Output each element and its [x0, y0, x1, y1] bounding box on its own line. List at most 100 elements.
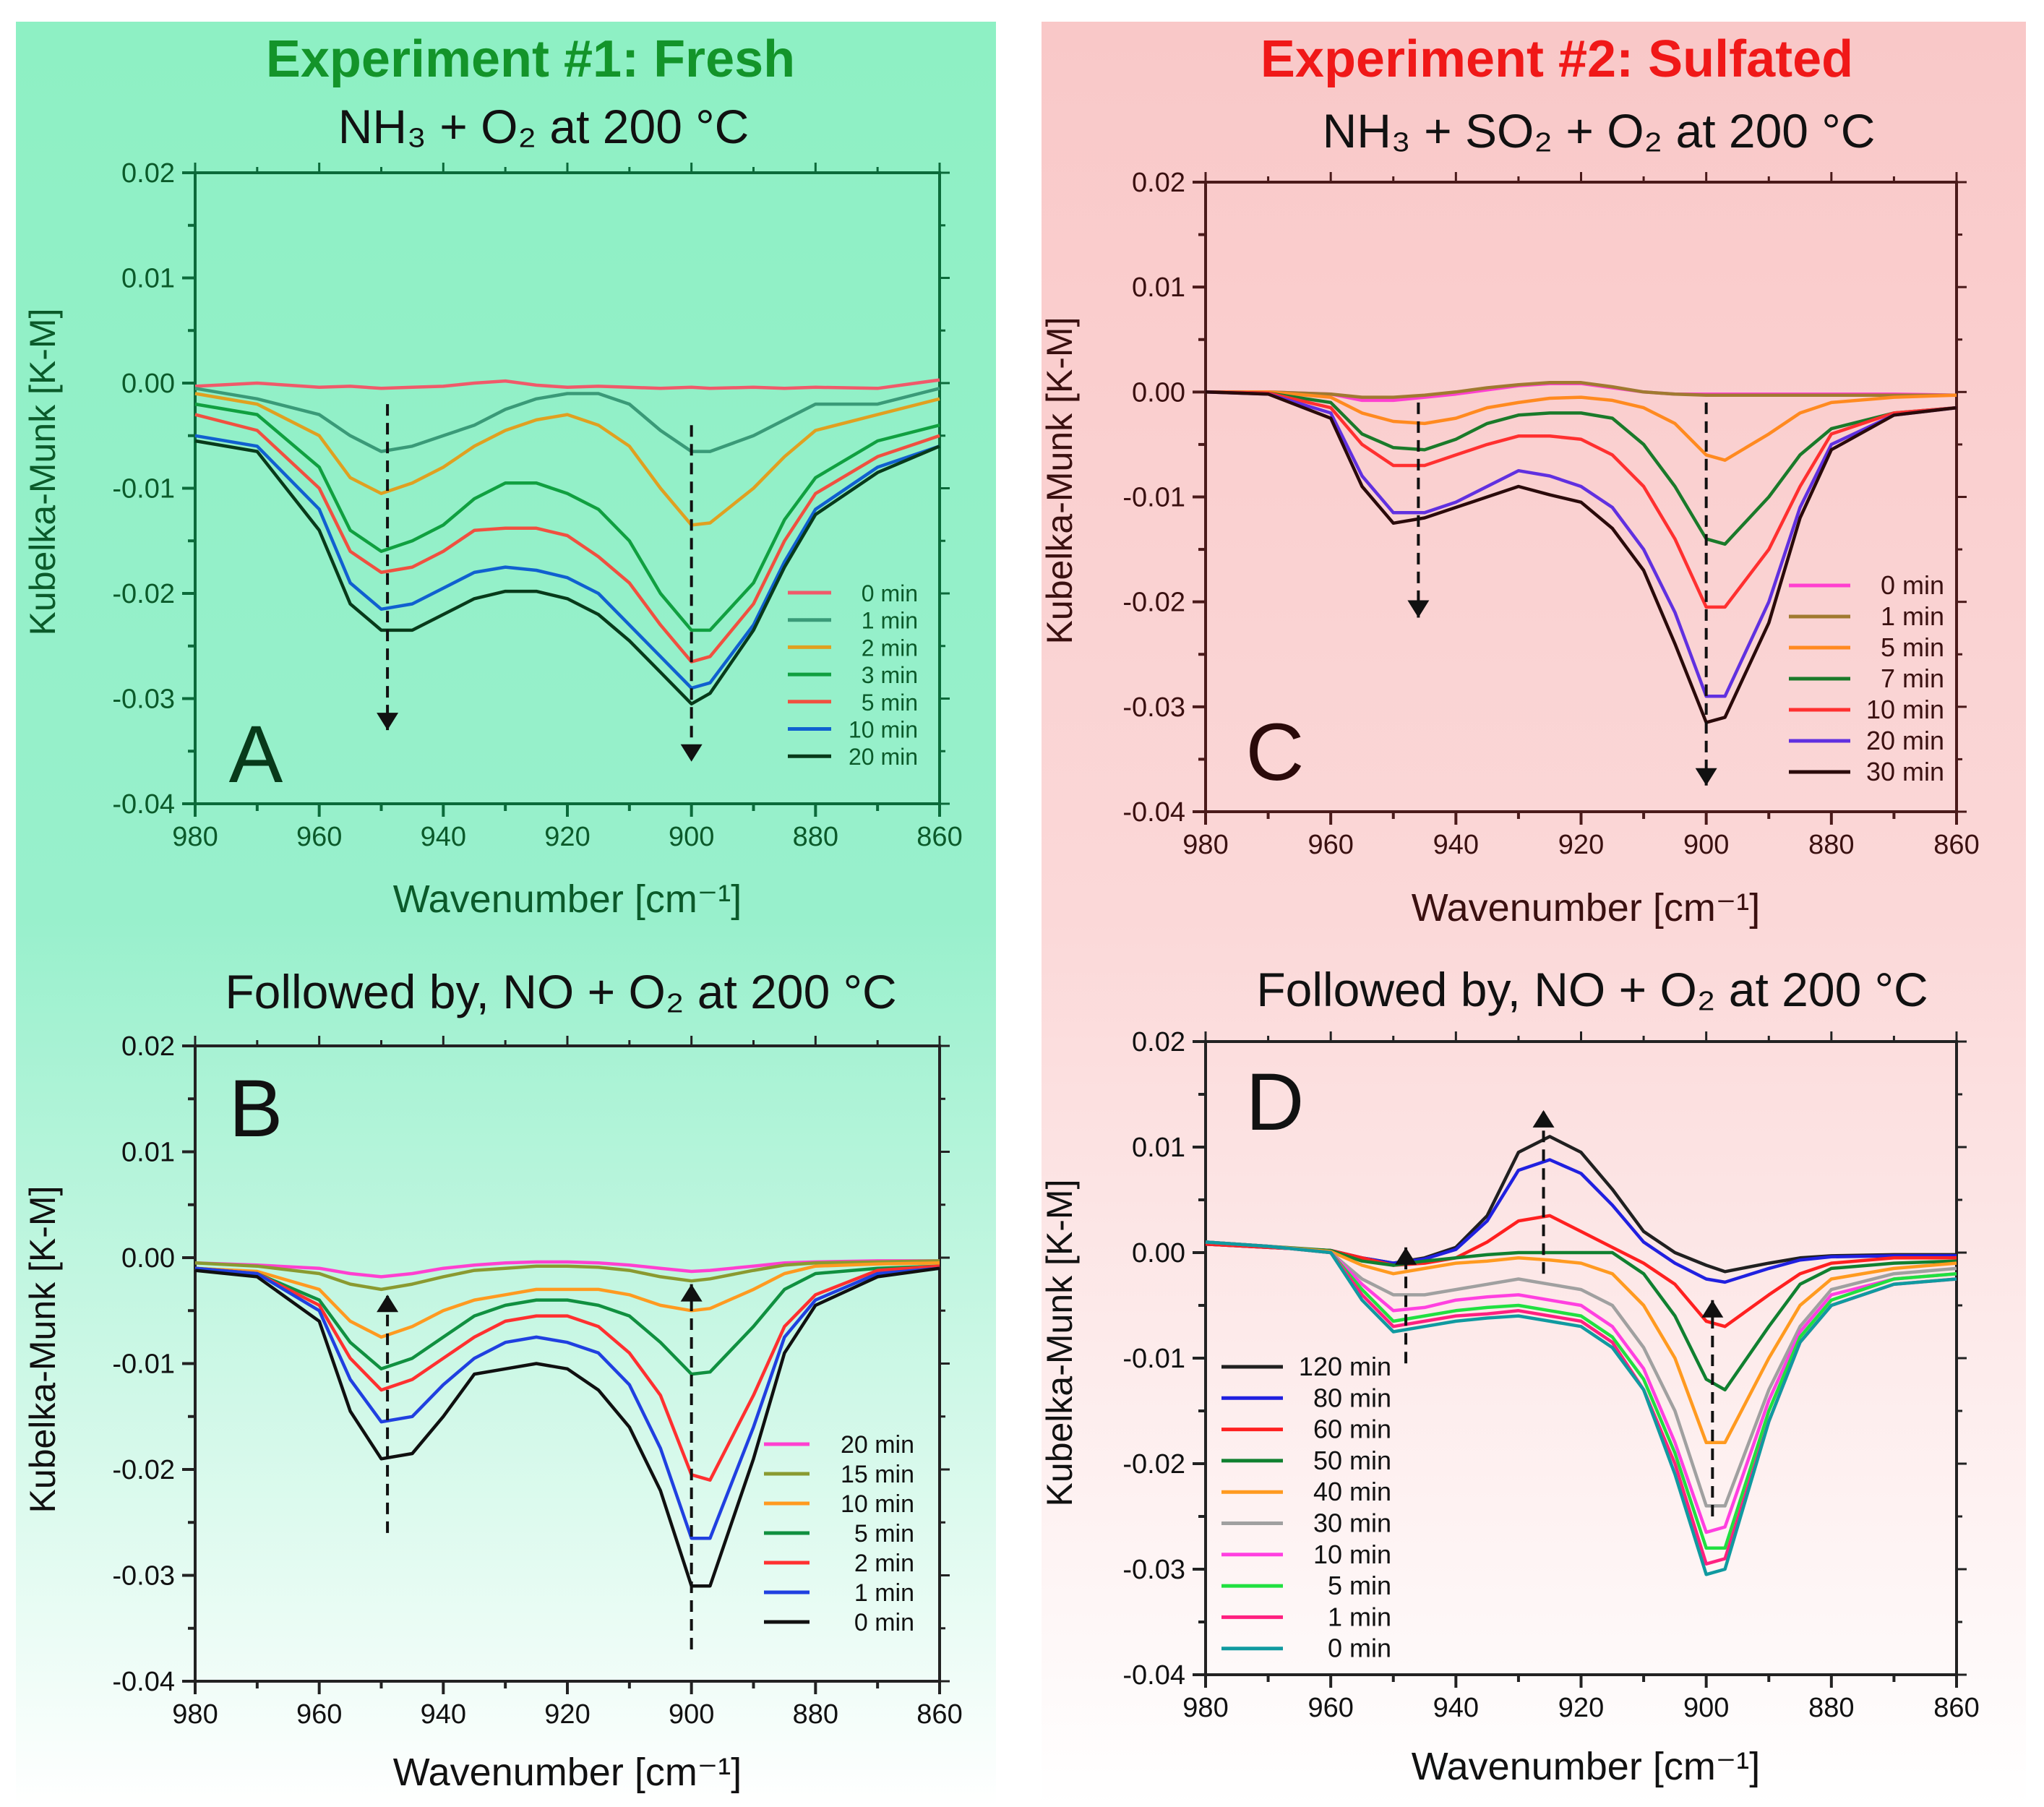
right-heading: Experiment #2: Sulfated [1261, 30, 1853, 88]
series-line-5-min [1205, 1240, 1957, 1550]
y-tick-label: -0.02 [112, 579, 175, 609]
legend-label: 0 min [1881, 570, 1944, 600]
legend-label: 30 min [1866, 757, 1944, 786]
series-line-50-min [1205, 1240, 1957, 1392]
x-tick-label: 900 [669, 1699, 714, 1730]
legend-label: 0 min [1328, 1634, 1391, 1663]
x-tick-label: 920 [1558, 1693, 1604, 1723]
series-line-10-min [194, 434, 940, 690]
left-background [16, 22, 996, 1807]
x-tick-label: 960 [1307, 1693, 1353, 1723]
y-axis-label: Kubelka-Munk [K-M] [22, 309, 63, 636]
legend-label: 5 min [862, 690, 918, 716]
arrow-head-icon [680, 744, 703, 762]
y-tick-label: -0.01 [112, 1349, 175, 1380]
series-line-30-min [1205, 1240, 1957, 1508]
x-tick-label: 900 [1683, 1693, 1729, 1723]
x-tick-label: 920 [1558, 830, 1604, 860]
y-tick-label: -0.03 [1122, 692, 1185, 723]
y-tick-label: 0.00 [121, 369, 175, 399]
legend-label: 40 min [1313, 1477, 1391, 1506]
series-line-5-min [1206, 390, 1957, 462]
series-line-0-min [194, 1266, 940, 1588]
y-axis-label: Kubelka-Munk [K-M] [1039, 1180, 1080, 1507]
legend-label: 5 min [854, 1520, 914, 1548]
series-line-10-min [194, 1261, 940, 1339]
y-tick-label: -0.02 [112, 1455, 175, 1485]
x-tick-label: 940 [421, 822, 466, 852]
series-line-10-min [1205, 1240, 1957, 1535]
series-line-3-min [194, 402, 940, 632]
x-tick-label: 920 [544, 822, 590, 852]
y-tick-label: -0.03 [1122, 1555, 1185, 1585]
x-tick-label: 860 [1933, 830, 1979, 860]
legend-label: 15 min [841, 1461, 914, 1488]
series-line-60-min [1205, 1214, 1957, 1329]
x-tick-label: 940 [421, 1699, 466, 1730]
x-tick-label: 980 [1182, 830, 1228, 860]
y-tick-label: 0.00 [1132, 1238, 1185, 1269]
left-subtitle-top: NH₃ + O₂ at 200 °C [338, 100, 750, 153]
x-tick-label: 960 [296, 822, 342, 852]
y-axis-label: Kubelka-Munk [K-M] [22, 1186, 63, 1514]
legend-label: 3 min [862, 662, 918, 688]
legend-label: 10 min [849, 717, 918, 743]
arrow-head-icon [1695, 768, 1717, 786]
x-tick-label: 880 [793, 1699, 838, 1730]
y-tick-label: 0.02 [121, 1031, 175, 1062]
arrow-head-icon [1532, 1109, 1555, 1128]
legend-label: 10 min [841, 1490, 914, 1518]
panel-label: B [229, 1063, 283, 1154]
x-tick-label: 940 [1433, 1693, 1479, 1723]
x-tick-label: 880 [1808, 830, 1854, 860]
arrow-head-icon [1701, 1300, 1724, 1318]
legend-label: 0 min [862, 580, 918, 606]
x-tick-label: 920 [544, 1699, 590, 1730]
x-tick-label: 880 [1808, 1693, 1854, 1723]
y-tick-label: 0.00 [121, 1243, 175, 1274]
y-tick-label: -0.02 [1122, 588, 1185, 618]
y-axis-label: Kubelka-Munk [K-M] [1039, 317, 1080, 645]
y-tick-label: 0.01 [121, 264, 175, 294]
y-tick-label: -0.01 [1122, 483, 1185, 513]
x-tick-label: 880 [793, 822, 838, 852]
series-line-7-min [1205, 390, 1957, 546]
panel-label: D [1246, 1057, 1305, 1147]
legend-label: 1 min [1881, 601, 1944, 631]
panel-label: A [229, 709, 283, 799]
legend-label: 5 min [1328, 1571, 1391, 1600]
y-tick-label: 0.02 [1132, 168, 1185, 198]
x-axis-label: Wavenumber [cm⁻¹] [1412, 886, 1761, 930]
x-tick-label: 860 [916, 1699, 962, 1730]
y-tick-label: 0.02 [121, 158, 175, 189]
y-tick-label: 0.01 [1132, 1133, 1185, 1163]
series-line-15-min [194, 1259, 940, 1292]
x-tick-label: 980 [172, 1699, 218, 1730]
panel-a: 980 960 940 920 900 880 860 0.02 0.01 0.00 -0.01 -0… [22, 158, 963, 921]
y-tick-label: 0.02 [1132, 1027, 1185, 1057]
left-subtitle-bottom: Followed by, NO + O₂ at 200 °C [225, 965, 896, 1018]
legend-label: 20 min [841, 1431, 914, 1459]
legend-label: 1 min [854, 1579, 914, 1607]
legend-label: 1 min [1328, 1602, 1391, 1631]
x-tick-label: 860 [916, 822, 962, 852]
series-line-2-min [194, 392, 940, 527]
series-line-20-min [1205, 390, 1957, 698]
series-line-0-min [194, 378, 940, 390]
legend-label: 30 min [1313, 1508, 1391, 1538]
x-tick-label: 860 [1933, 1693, 1979, 1723]
x-tick-label: 980 [172, 822, 218, 852]
arrow-head-icon [1407, 600, 1430, 618]
arrow-head-icon [377, 1295, 399, 1313]
arrow-head-icon [680, 1284, 703, 1302]
y-tick-label: 0.01 [1132, 272, 1185, 303]
legend-label: 20 min [849, 744, 918, 770]
legend-label: 1 min [862, 608, 918, 634]
y-tick-label: -0.03 [112, 684, 175, 715]
right-subtitle-bottom: Followed by, NO + O₂ at 200 °C [1256, 963, 1928, 1016]
x-axis-label: Wavenumber [cm⁻¹] [1412, 1745, 1761, 1788]
